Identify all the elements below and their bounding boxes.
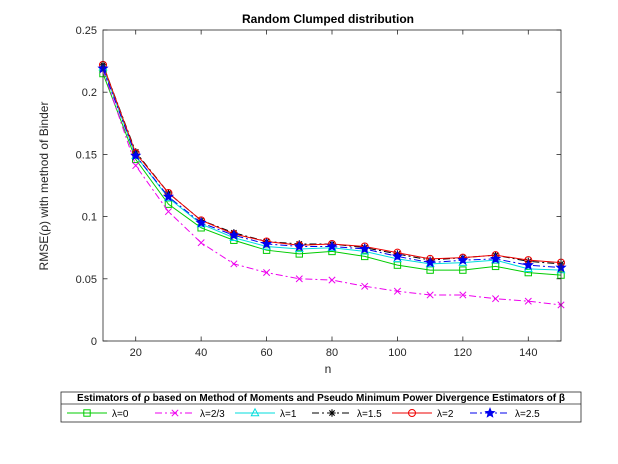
legend-marker (328, 409, 336, 417)
legend-label: λ=0 (112, 409, 129, 420)
x-tick-label: 120 (454, 347, 472, 359)
legend-entries: λ=0 λ=2/3 λ=1 λ=1.5 λ=2 λ=2.5 (67, 407, 540, 420)
data-point (524, 268, 532, 277)
data-point (393, 287, 401, 295)
data-point (459, 291, 467, 299)
data-point (164, 208, 172, 216)
legend-label: λ=2 (437, 409, 454, 420)
legend-marker (171, 409, 179, 417)
data-point (261, 238, 273, 249)
data-point (490, 253, 502, 264)
legend-box (60, 391, 582, 423)
y-axis-label: RMSE(ρ) with method of Binder (37, 102, 51, 271)
x-tick-label: 100 (388, 347, 406, 359)
x-tick-label: 140 (519, 347, 537, 359)
data-point (197, 239, 205, 247)
legend-marker (484, 407, 496, 418)
chart-title: Random Clumped distribution (242, 12, 414, 26)
data-point (524, 297, 532, 305)
data-point (424, 256, 436, 268)
legend-marker (408, 409, 416, 417)
data-point (426, 291, 434, 299)
legend-marker (83, 409, 91, 417)
x-tick-label: 20 (130, 347, 142, 359)
x-tick-label: 80 (326, 347, 338, 359)
legend-label: λ=2.5 (515, 409, 540, 420)
legend-entry-1: λ=2/3 (155, 409, 225, 420)
data-point (262, 246, 271, 254)
data-point (492, 295, 500, 303)
legend-entry-4: λ=2 (392, 409, 454, 420)
legend-entry-5: λ=2.5 (470, 407, 540, 420)
legend-label: λ=1 (280, 409, 297, 420)
legend-title: Estimators of ρ based on Method of Momen… (77, 393, 565, 404)
y-tick-label: 0.05 (76, 274, 97, 286)
data-point (326, 240, 338, 252)
y-tick-label: 0 (91, 336, 97, 348)
legend: Estimators of ρ based on Method of Momen… (60, 391, 582, 423)
y-tick-label: 0.2 (82, 87, 97, 99)
y-tick-label: 0.25 (76, 25, 97, 37)
data-point (391, 250, 403, 262)
data-point (361, 252, 369, 261)
data-point (295, 275, 303, 283)
legend-marker (250, 407, 260, 417)
legend-entry-0: λ=0 (67, 409, 129, 420)
data-point (130, 149, 142, 161)
legend-entry-3: λ=1.5 (312, 409, 382, 420)
x-tick-label: 40 (195, 347, 207, 359)
data-point (459, 266, 467, 274)
y-tick-label: 0.15 (76, 149, 97, 161)
data-point (132, 162, 140, 170)
legend-label: λ=1.5 (357, 409, 382, 420)
y-tick-label: 0.1 (82, 212, 97, 224)
data-point (195, 216, 207, 228)
data-point (328, 276, 336, 284)
x-axis-label: n (325, 362, 332, 376)
legend-label: λ=2/3 (200, 409, 225, 420)
data-point (230, 260, 238, 268)
series-line (102, 73, 562, 276)
data-point (457, 254, 469, 265)
series-1 (99, 66, 565, 309)
data-point (359, 243, 371, 254)
data-point (263, 269, 271, 277)
data-point (522, 259, 534, 270)
plot-area: 20 40 60 80 100 120 140 0 0.05 0.1 0.15 0.2 0.25 (76, 25, 567, 359)
legend-entry-2: λ=1 (235, 407, 297, 420)
data-point (162, 190, 174, 202)
x-tick-label: 60 (260, 347, 272, 359)
data-point (228, 229, 240, 240)
data-point (293, 240, 305, 252)
data-point (295, 250, 303, 258)
data-point (361, 282, 369, 290)
